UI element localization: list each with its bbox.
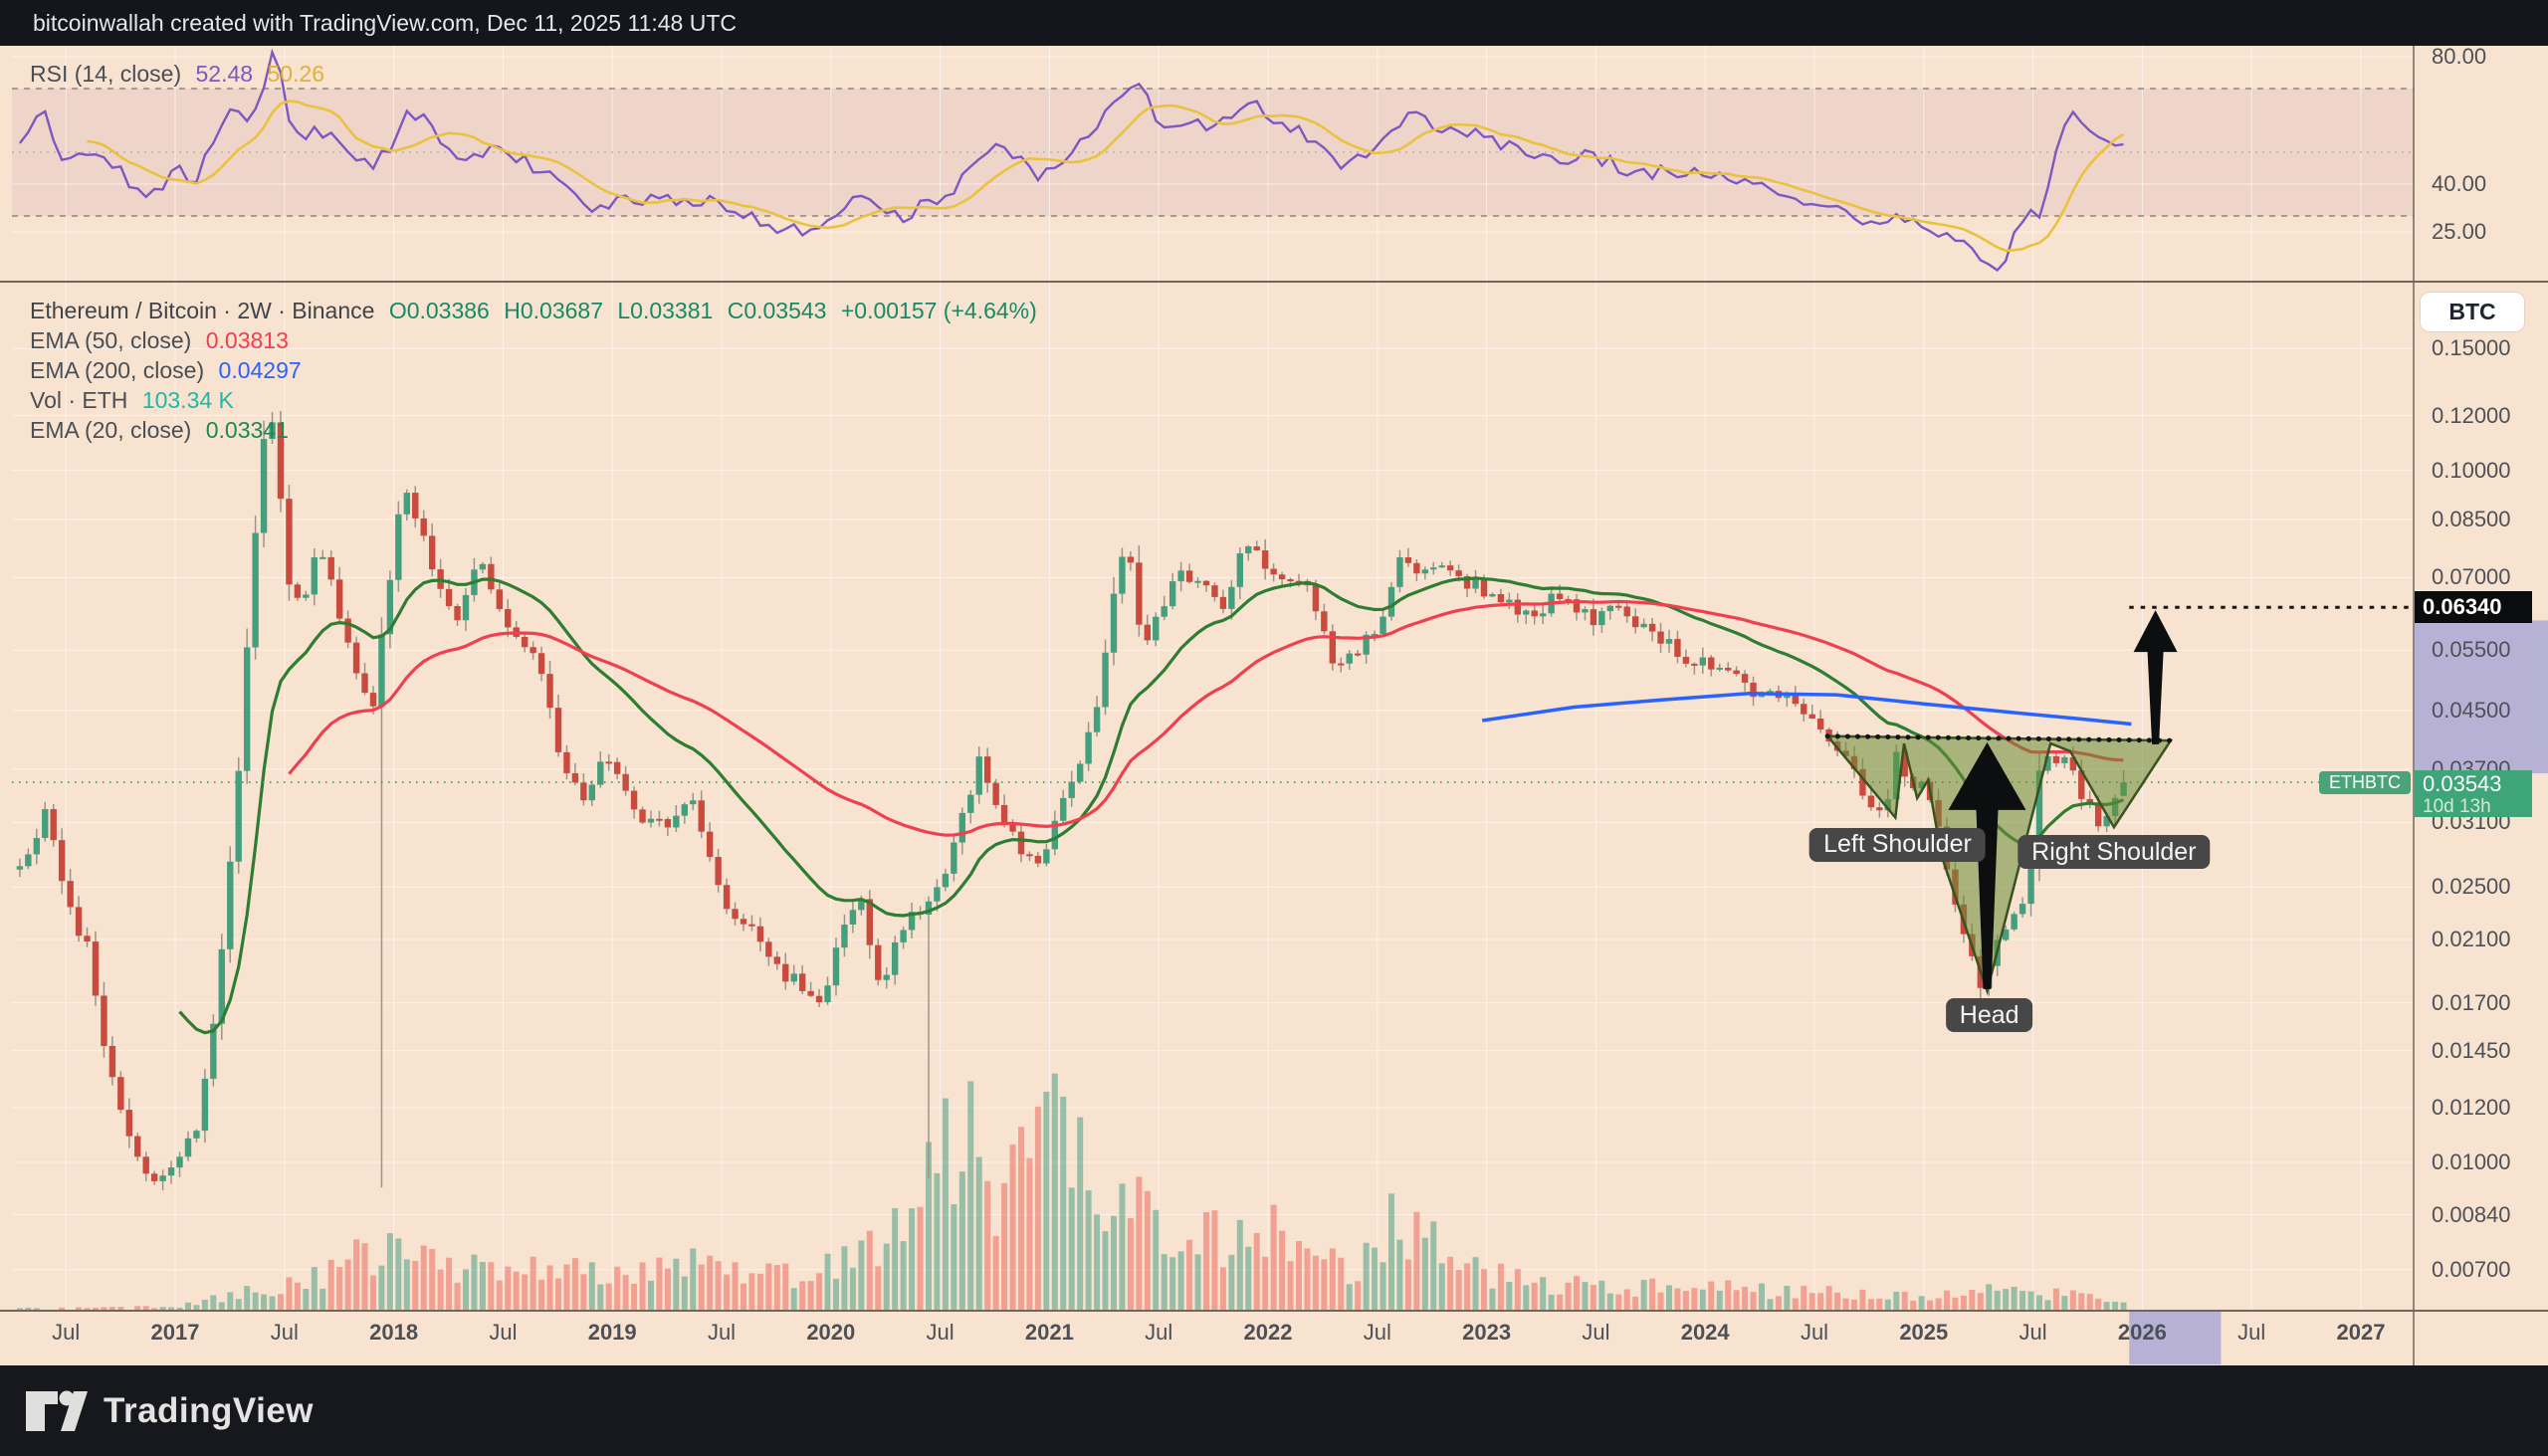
volume-label: Vol · ETH xyxy=(30,387,128,413)
volume-value: 103.34 K xyxy=(141,387,234,413)
time-tick-label: Jul xyxy=(52,1320,81,1345)
price-tick-label: 0.01200 xyxy=(2432,1094,2511,1120)
time-tick-label: Jul xyxy=(1145,1320,1173,1345)
price-tick-label: 0.12000 xyxy=(2432,402,2511,428)
symbol-price-label: ETHBTC xyxy=(2319,771,2411,794)
rsi-tick-label: 80.00 xyxy=(2432,44,2487,69)
ema200-value: 0.04297 xyxy=(218,357,302,383)
time-tick-label: Jul xyxy=(270,1320,299,1345)
time-tick-label: Jul xyxy=(2237,1320,2266,1345)
ema20-value: 0.03341 xyxy=(205,417,289,443)
price-tick-label: 0.04500 xyxy=(2432,697,2511,723)
tradingview-logo[interactable]: TradingView xyxy=(24,1389,314,1433)
price-tick-label: 0.02100 xyxy=(2432,926,2511,951)
time-tick-label: 2021 xyxy=(1024,1320,1074,1345)
attribution-text: bitcoinwallah created with TradingView.c… xyxy=(33,10,737,36)
price-tick-label: 0.08500 xyxy=(2432,506,2511,531)
rsi-value: 52.48 xyxy=(195,61,254,87)
time-tick-label: 2027 xyxy=(2336,1320,2386,1345)
time-tick-label: Jul xyxy=(1800,1320,1829,1345)
ohlc-change: +0.00157 (+4.64%) xyxy=(840,298,1037,323)
volume-legend-row[interactable]: Vol · ETH 103.34 K xyxy=(30,387,242,414)
target-price-badge: 0.06340 xyxy=(2415,591,2532,623)
time-tick-label: 2020 xyxy=(806,1320,856,1345)
ema200-legend-row[interactable]: EMA (200, close) 0.04297 xyxy=(30,357,310,384)
ema50-legend-row[interactable]: EMA (50, close) 0.03813 xyxy=(30,327,297,354)
rsi-tick-label: 40.00 xyxy=(2432,171,2487,196)
time-tick-label: 2026 xyxy=(2117,1320,2167,1345)
price-tick-label: 0.00840 xyxy=(2432,1201,2511,1227)
rsi-ma-value: 50.26 xyxy=(267,61,325,87)
ohlc-close: C0.03543 xyxy=(727,298,827,323)
ema200-label: EMA (200, close) xyxy=(30,357,205,383)
time-tick-label: Jul xyxy=(1363,1320,1391,1345)
footer-bar: TradingView xyxy=(0,1365,2548,1456)
right-shoulder-label: Right Shoulder xyxy=(2017,835,2211,869)
rsi-tick-label: 25.00 xyxy=(2432,219,2487,244)
time-tick-label: Jul xyxy=(2018,1320,2047,1345)
left-shoulder-label: Left Shoulder xyxy=(1809,827,1986,862)
time-tick-label: 2018 xyxy=(369,1320,419,1345)
price-tick-label: 0.01000 xyxy=(2432,1149,2511,1175)
time-tick-label: 2025 xyxy=(1899,1320,1949,1345)
price-tick-label: 0.01700 xyxy=(2432,989,2511,1015)
ema20-label: EMA (20, close) xyxy=(30,417,192,443)
symbol-title: Ethereum / Bitcoin · 2W · Binance xyxy=(30,298,375,323)
time-tick-label: Jul xyxy=(707,1320,737,1345)
time-tick-label: 2022 xyxy=(1243,1320,1293,1345)
ohlc-open: O0.03386 xyxy=(388,298,490,323)
tradingview-logo-text: TradingView xyxy=(104,1390,315,1430)
time-tick-label: 2023 xyxy=(1462,1320,1512,1345)
bar-countdown: 10d 13h xyxy=(2423,795,2491,817)
time-tick-label: 2019 xyxy=(587,1320,637,1345)
head-label: Head xyxy=(1945,998,2033,1033)
time-tick-label: 2017 xyxy=(150,1320,200,1345)
time-tick-label: Jul xyxy=(489,1320,518,1345)
price-tick-label: 0.02500 xyxy=(2432,874,2511,900)
price-tick-label: 0.00700 xyxy=(2432,1256,2511,1282)
time-tick-label: Jul xyxy=(926,1320,955,1345)
attribution-bar: bitcoinwallah created with TradingView.c… xyxy=(0,0,2548,46)
currency-toggle-button[interactable]: BTC xyxy=(2421,293,2524,331)
last-price-value: 0.03543 xyxy=(2423,770,2502,796)
time-tick-label: Jul xyxy=(1582,1320,1610,1345)
price-tick-label: 0.05500 xyxy=(2432,637,2511,663)
ema50-value: 0.03813 xyxy=(205,327,289,353)
price-tick-label: 0.07000 xyxy=(2432,564,2511,590)
price-tick-label: 0.15000 xyxy=(2432,335,2511,361)
rsi-legend[interactable]: RSI (14, close) 52.48 50.26 xyxy=(30,61,332,88)
ohlc-low: L0.03381 xyxy=(617,298,714,323)
price-tick-label: 0.01450 xyxy=(2432,1037,2511,1063)
ema50-label: EMA (50, close) xyxy=(30,327,192,353)
ohlc-high: H0.03687 xyxy=(504,298,603,323)
time-tick-label: 2024 xyxy=(1680,1320,1730,1345)
price-tick-label: 0.10000 xyxy=(2432,457,2511,483)
symbol-legend-row[interactable]: Ethereum / Bitcoin · 2W · Binance O0.033… xyxy=(30,298,1045,324)
ema20-legend-row[interactable]: EMA (20, close) 0.03341 xyxy=(30,417,297,444)
tradingview-logo-icon xyxy=(26,1390,88,1431)
last-price-badge: 0.03543 10d 13h xyxy=(2415,770,2532,817)
rsi-legend-label: RSI (14, close) xyxy=(30,61,182,87)
